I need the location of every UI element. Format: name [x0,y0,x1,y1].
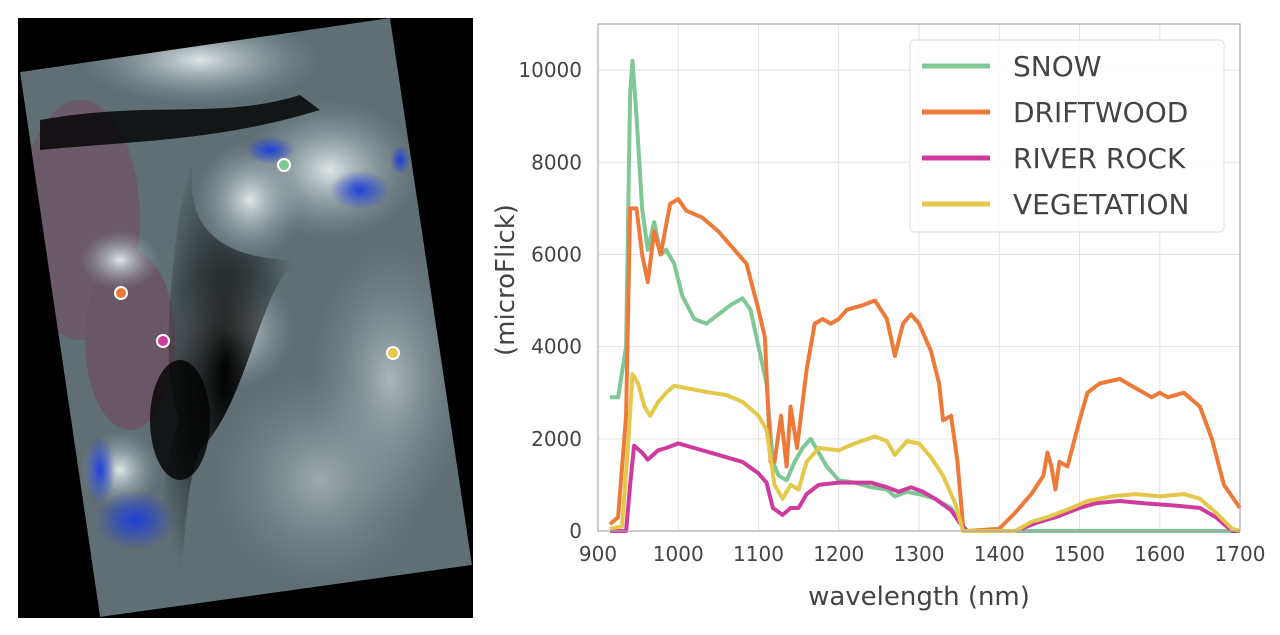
x-tick-label: 1500 [1054,542,1105,566]
y-tick-label: 4000 [531,335,582,359]
series-line-driftwood [608,197,1242,533]
y-tick-label: 0 [569,519,582,543]
x-tick-label: 900 [579,542,617,566]
y-tick-label: 6000 [531,242,582,266]
y-tick-label: 10000 [518,58,582,82]
sample-marker-driftwood [114,286,128,300]
aerial-image [20,18,472,617]
legend-label: VEGETATION [1013,188,1190,221]
x-axis-label: wavelength (nm) [808,582,1030,612]
x-tick-label: 1400 [974,542,1025,566]
legend-label: DRIFTWOOD [1013,96,1188,129]
legend-label: RIVER ROCK [1013,142,1186,175]
y-tick-label: 2000 [531,427,582,451]
series-line-vegetation [609,372,1241,533]
x-tick-label: 1700 [1215,542,1266,566]
x-tick-label: 1600 [1134,542,1185,566]
series-line-river-rock [610,441,1240,533]
x-tick-label: 1200 [813,542,864,566]
y-tick-label: 8000 [531,150,582,174]
plot-frame [597,23,1241,532]
legend-label: SNOW [1013,50,1101,83]
y-axis-label: (microFlick) [491,204,521,356]
legend-box [909,39,1225,233]
legend: SNOW DRIFTWOOD RIVER ROCK VEGETATION [909,39,1225,233]
sample-marker-snow [277,158,291,172]
x-tick-label: 1000 [653,542,704,566]
x-tick-label: 1300 [894,542,945,566]
sample-marker-vegetation [386,346,400,360]
hyperspectral-image-panel [18,18,473,618]
sample-marker-river-rock [156,334,170,348]
x-tick-label: 1100 [733,542,784,566]
